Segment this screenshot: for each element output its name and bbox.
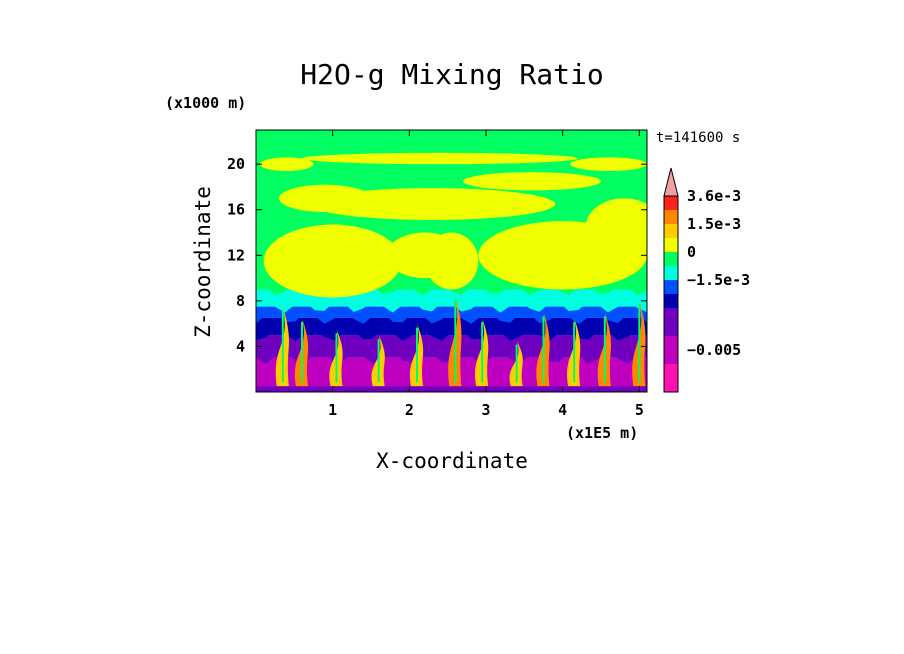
colorbar-swatch-10 [664,364,678,392]
field-patch-8 [302,152,578,165]
x-tick-label-0: 1 [328,401,337,419]
x-tick-label-4: 5 [635,401,644,419]
y-tick-label-0: 4 [236,337,245,355]
plot-field [256,130,647,392]
colorbar-swatch-7 [664,294,678,308]
field-wave-2 [256,309,647,324]
colorbar-swatch-8 [664,308,678,336]
field-patch-0 [263,224,402,298]
colorbar-label-0: 3.6e-3 [687,187,741,205]
colorbar-label-1: 1.5e-3 [687,215,741,233]
x-axis-title: X-coordinate [376,449,528,473]
y-tick-label-4: 20 [227,155,245,173]
x-tick-label-1: 2 [405,401,414,419]
x-axis: 1 2 3 4 5 [328,130,644,419]
colorbar-swatch-0 [664,196,678,210]
plot-frame [255,129,648,393]
y-tick-label-2: 12 [227,246,245,264]
colorbar-swatch-3 [664,238,678,252]
colorbar-swatch-1 [664,210,678,224]
colorbar-label-3: −1.5e-3 [687,271,750,289]
colorbar-label-4: −0.005 [687,341,741,359]
chart-title: H2O-g Mixing Ratio [300,58,603,91]
colorbar-swatch-9 [664,336,678,364]
x-tick-label-3: 4 [558,401,567,419]
field-patch-5 [309,188,555,220]
y-axis: 4 8 12 16 20 [227,155,647,355]
field-patch-10 [570,157,647,172]
y-unit-label: (x1000 m) [165,94,246,112]
field-band-3 [256,306,647,318]
colorbar-swatch-5 [664,266,678,280]
colorbar-top-arrow [663,167,679,197]
field-patch-2 [424,232,479,290]
y-tick-label-1: 8 [236,292,245,310]
field-patch-6 [279,184,371,213]
colorbar: 3.6e-3 1.5e-3 0 −1.5e-3 −0.005 [663,167,750,393]
x-tick-label-2: 3 [481,401,490,419]
field-patch-4 [585,198,647,256]
field-wave-3 [256,298,647,313]
colorbar-swatch-2 [664,224,678,238]
x-unit-label: (x1E5 m) [566,424,638,442]
field-patch-7 [463,172,601,191]
colorbar-label-2: 0 [687,243,696,261]
surface-layer [256,386,647,392]
y-axis-title: Z-coordinate [191,186,215,338]
y-tick-label-3: 16 [227,201,245,219]
colorbar-frame [663,195,679,393]
colorbar-swatch-4 [664,252,678,266]
colorbar-swatch-6 [664,280,678,294]
field-patch-9 [259,157,314,172]
time-label: t=141600 s [656,130,740,146]
